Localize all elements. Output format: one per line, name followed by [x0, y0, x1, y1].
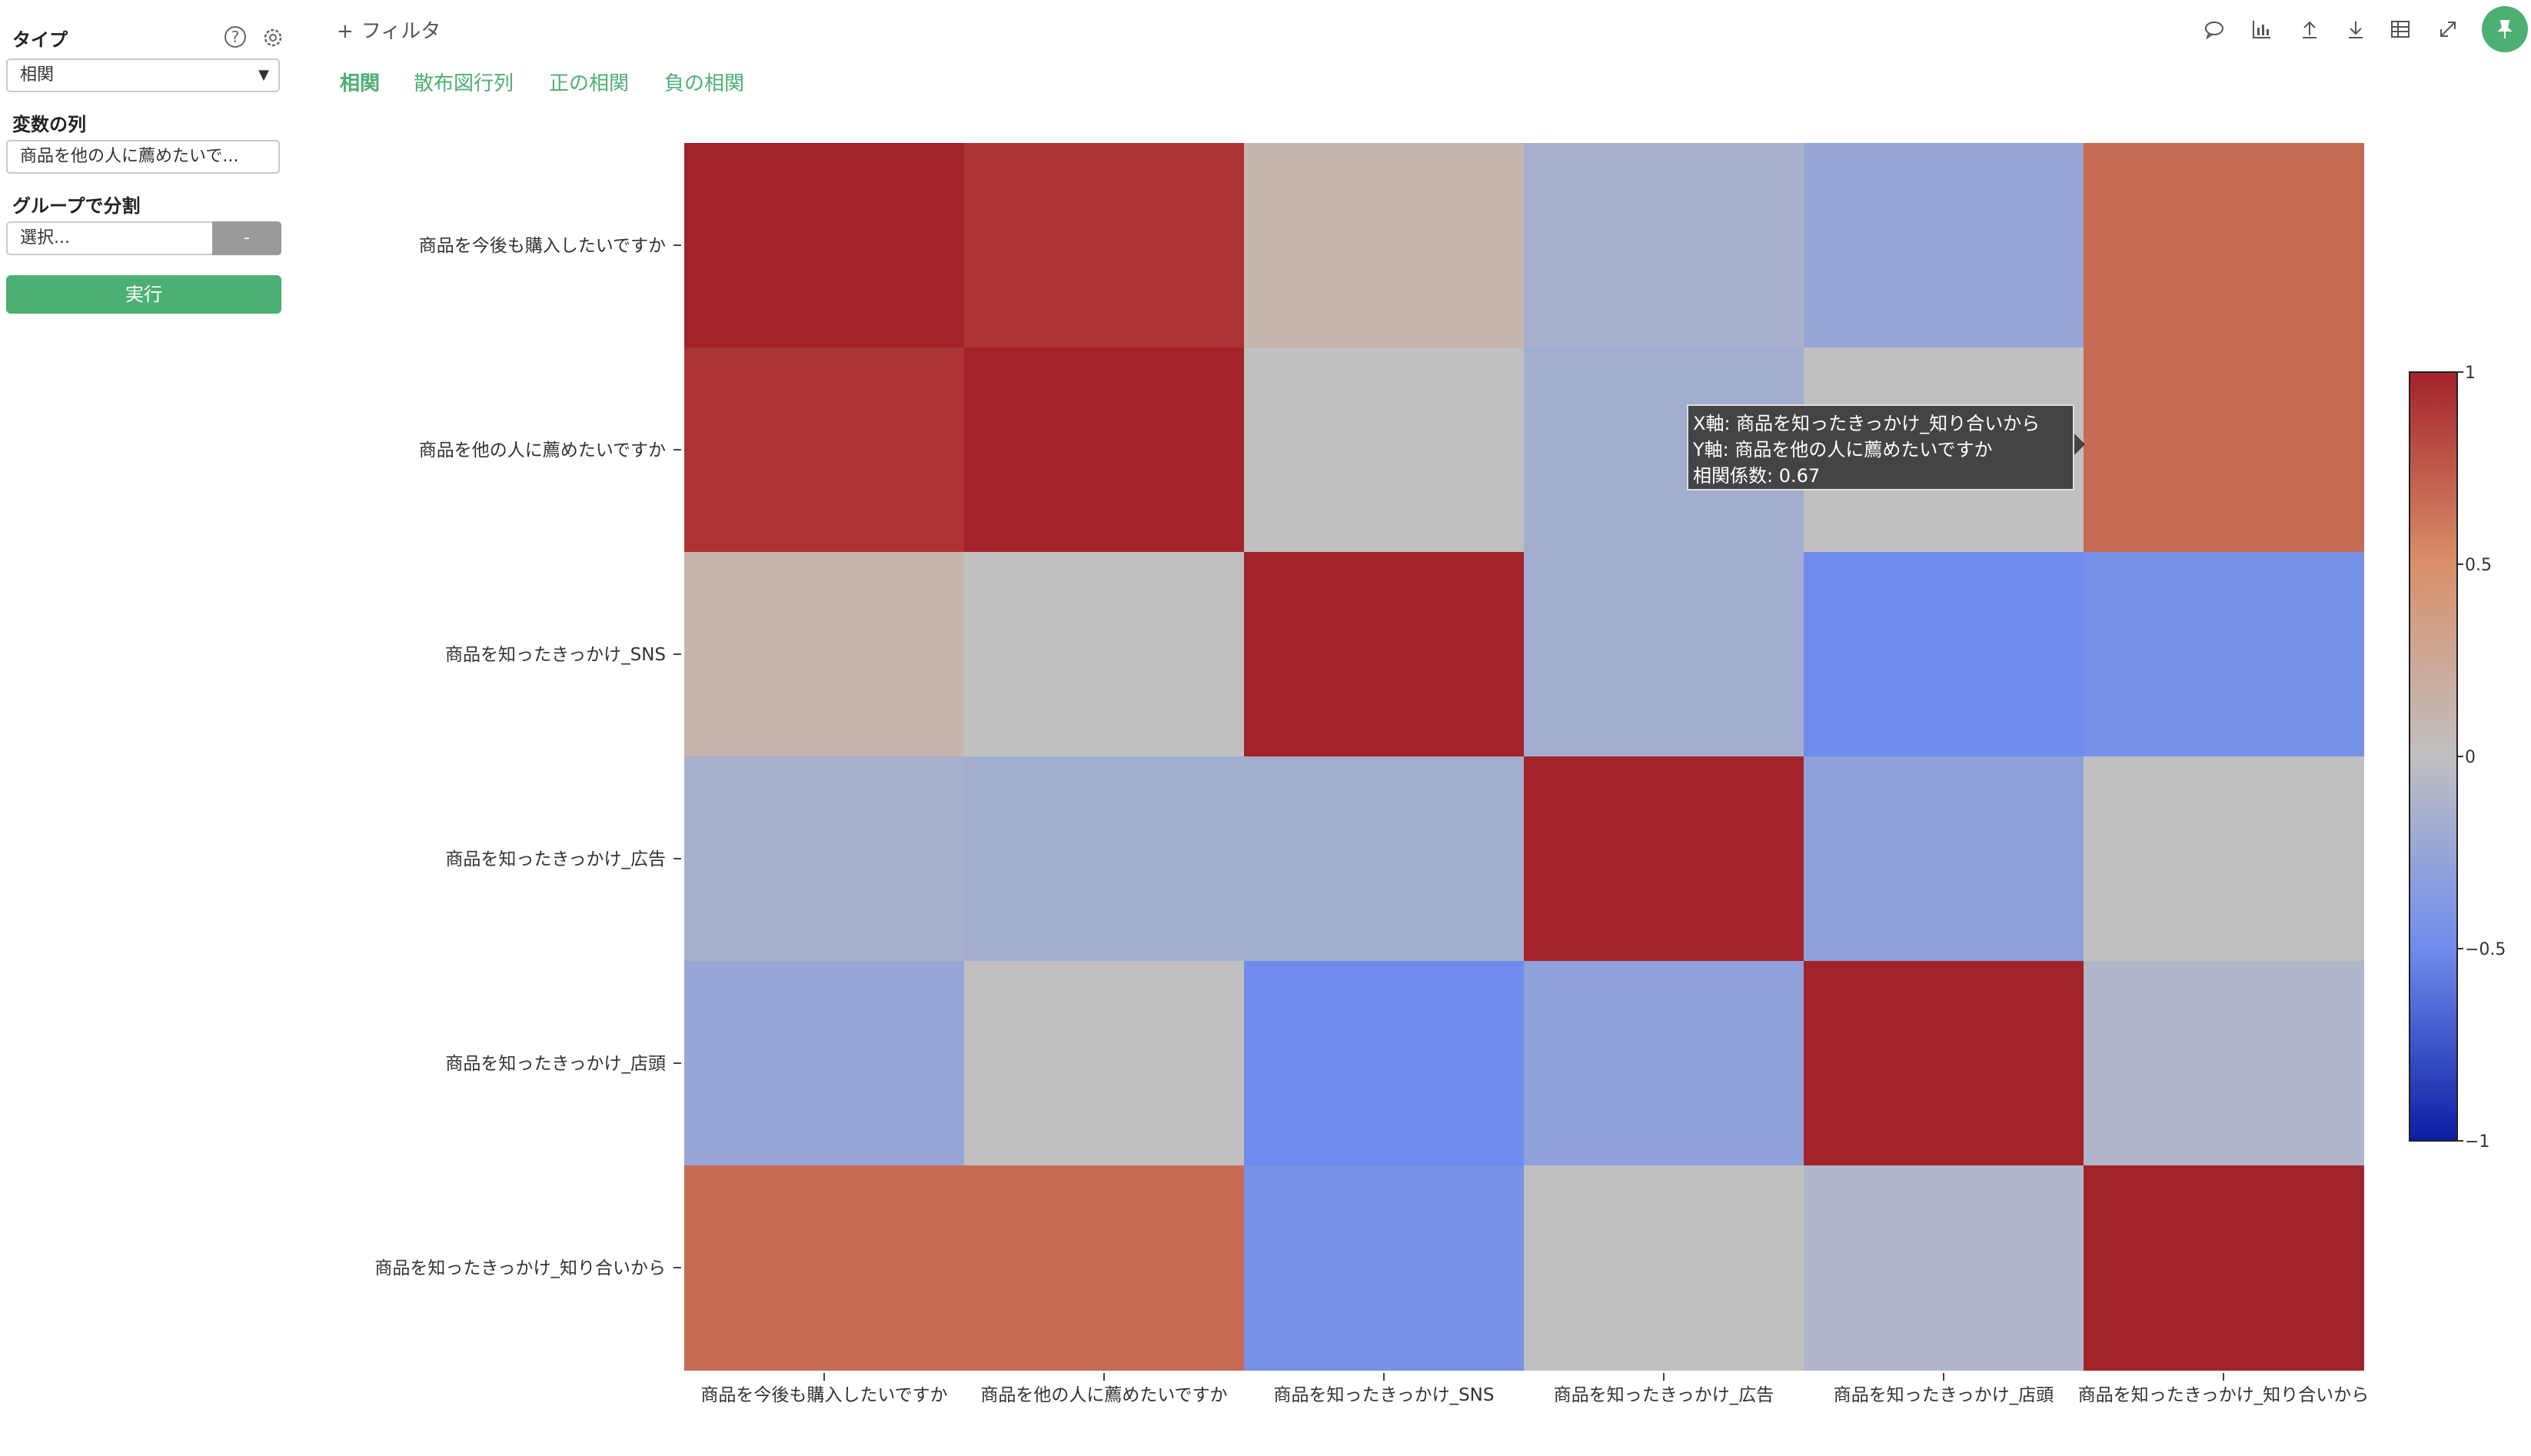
- heatmap-cell[interactable]: [2084, 347, 2364, 553]
- colorbar-gradient: [2409, 371, 2458, 1142]
- heatmap-cell[interactable]: [1804, 1165, 2084, 1371]
- heatmap-cell[interactable]: [1244, 552, 1525, 757]
- heatmap-cell[interactable]: [1244, 961, 1525, 1166]
- chevron-down-icon: ▼: [258, 67, 269, 83]
- upload-icon[interactable]: [2296, 15, 2323, 43]
- gear-icon[interactable]: [261, 26, 284, 49]
- heatmap-cell[interactable]: [2084, 552, 2364, 757]
- comment-icon[interactable]: [2200, 15, 2228, 43]
- heatmap-cell[interactable]: [2084, 1165, 2364, 1371]
- heatmap-cell[interactable]: [1804, 961, 2084, 1166]
- x-tick-label: 商品を知ったきっかけ_店頭: [1834, 1385, 2054, 1405]
- tab-negative-correlation[interactable]: 負の相関: [664, 72, 745, 95]
- heatmap-cell[interactable]: [2084, 756, 2364, 962]
- group-select-placeholder: 選択...: [20, 228, 70, 248]
- heatmap-cell[interactable]: [2084, 961, 2364, 1166]
- heatmap-cell[interactable]: [1524, 961, 1804, 1166]
- tooltip-x: X軸: 商品を知ったきっかけ_知り合いから: [1693, 413, 2040, 434]
- heatmap-cell[interactable]: [684, 143, 965, 348]
- group-select[interactable]: 選択...: [6, 221, 214, 255]
- download-icon[interactable]: [2342, 15, 2370, 43]
- x-tick-label: 商品を他の人に薦めたいですか: [980, 1385, 1227, 1405]
- tooltip-value: 相関係数: 0.67: [1693, 465, 1821, 487]
- heatmap-cell[interactable]: [964, 961, 1245, 1166]
- type-label: タイプ: [12, 29, 68, 51]
- heatmap-cell[interactable]: [1524, 756, 1804, 962]
- heatmap-cell[interactable]: [1524, 552, 1804, 757]
- tooltip-pointer: [2074, 434, 2085, 455]
- colorbar-tick-label: 0: [2465, 748, 2476, 767]
- heatmap-cell[interactable]: [964, 1165, 1245, 1371]
- heatmap-cell[interactable]: [684, 347, 965, 553]
- heatmap-cells: [684, 143, 2364, 1371]
- group-clear-button[interactable]: -: [212, 221, 281, 255]
- chart-icon[interactable]: [2248, 15, 2276, 43]
- pin-icon[interactable]: [2482, 6, 2528, 52]
- tooltip: X軸: 商品を知ったきっかけ_知り合いから Y軸: 商品を他の人に薦めたいですか…: [1687, 404, 2085, 490]
- heatmap-cell[interactable]: [964, 552, 1245, 757]
- x-tick-label: 商品を知ったきっかけ_知り合いから: [2078, 1385, 2370, 1405]
- heatmap-cell[interactable]: [964, 756, 1245, 962]
- x-tick-label: 商品を今後も購入したいですか: [700, 1385, 947, 1405]
- group-label: グループで分割: [12, 195, 141, 217]
- heatmap-cell[interactable]: [1244, 1165, 1525, 1371]
- heatmap-cell[interactable]: [1804, 143, 2084, 348]
- y-tick-label: 商品を知ったきっかけ_広告: [445, 849, 666, 869]
- colorbar-ticks: 1 0.5 0 −0.5 −1: [2457, 364, 2506, 1152]
- heatmap-cell[interactable]: [1244, 347, 1525, 553]
- colorbar-tick-label: 0.5: [2465, 556, 2492, 575]
- colorbar-tick-label: −1: [2465, 1132, 2489, 1152]
- run-button[interactable]: 実行: [6, 275, 281, 314]
- heatmap-cell[interactable]: [964, 347, 1245, 553]
- help-icon-glyph: ?: [231, 28, 240, 46]
- heatmap-cell[interactable]: [2084, 143, 2364, 348]
- y-tick-label: 商品を知ったきっかけ_SNS: [445, 645, 666, 665]
- expand-icon[interactable]: [2434, 15, 2462, 43]
- heatmap-cell[interactable]: [1244, 756, 1525, 962]
- filter-label: フィルタ: [361, 20, 441, 43]
- colorbar-tick-label: −0.5: [2465, 940, 2506, 959]
- colorbar: 1 0.5 0 −0.5 −1: [2409, 364, 2506, 1152]
- variables-select[interactable]: 商品を他の人に薦めたいで...: [6, 140, 280, 174]
- heatmap-cell[interactable]: [684, 756, 965, 962]
- plus-icon: +: [337, 20, 354, 43]
- x-axis-labels: 商品を今後も購入したいですか 商品を他の人に薦めたいですか 商品を知ったきっかけ_S…: [700, 1373, 2369, 1405]
- sidebar: タイプ ? 相関 ▼ 変数の列 商品を他の人に薦めたいで... グループで分割 …: [0, 0, 292, 1456]
- heatmap-cell[interactable]: [684, 1165, 965, 1371]
- y-tick-label: 商品を今後も購入したいですか: [419, 236, 666, 256]
- type-select[interactable]: 相関 ▼: [6, 58, 280, 92]
- y-axis-labels: 商品を今後も購入したいですか商品を他の人に薦めたいですか商品を知ったきっかけ_S…: [374, 236, 681, 1278]
- y-tick-label: 商品を知ったきっかけ_店頭: [445, 1054, 666, 1074]
- main-panel: + フィルタ 相関 散布図行列 正の相関 負の相関: [292, 0, 2531, 1456]
- variables-select-value: 商品を他の人に薦めたいで...: [20, 147, 239, 166]
- heatmap-cell[interactable]: [1524, 143, 1804, 348]
- y-tick-label: 商品を他の人に薦めたいですか: [419, 440, 666, 460]
- heatmap-cell[interactable]: [1804, 552, 2084, 757]
- x-tick-label: 商品を知ったきっかけ_広告: [1554, 1385, 1774, 1405]
- variables-label: 変数の列: [12, 114, 86, 135]
- help-icon[interactable]: ?: [224, 26, 246, 48]
- tab-positive-correlation[interactable]: 正の相関: [549, 72, 630, 95]
- heatmap-cell[interactable]: [964, 143, 1245, 348]
- table-icon[interactable]: [2386, 15, 2414, 43]
- filter-button[interactable]: + フィルタ: [337, 15, 441, 44]
- heatmap-cell[interactable]: [1804, 756, 2084, 962]
- heatmap-cell[interactable]: [684, 552, 965, 757]
- colorbar-tick-label: 1: [2465, 364, 2476, 383]
- heatmap-cell[interactable]: [1524, 1165, 1804, 1371]
- x-tick-label: 商品を知ったきっかけ_SNS: [1274, 1385, 1495, 1405]
- tab-scatter-matrix[interactable]: 散布図行列: [414, 72, 514, 95]
- type-select-value: 相関: [20, 65, 55, 85]
- heatmap-cell[interactable]: [684, 961, 965, 1166]
- tooltip-y: Y軸: 商品を他の人に薦めたいですか: [1693, 439, 1993, 460]
- y-tick-label: 商品を知ったきっかけ_知り合いから: [374, 1258, 666, 1278]
- heatmap-cell[interactable]: [1244, 143, 1525, 348]
- tab-correlation[interactable]: 相関: [340, 72, 381, 95]
